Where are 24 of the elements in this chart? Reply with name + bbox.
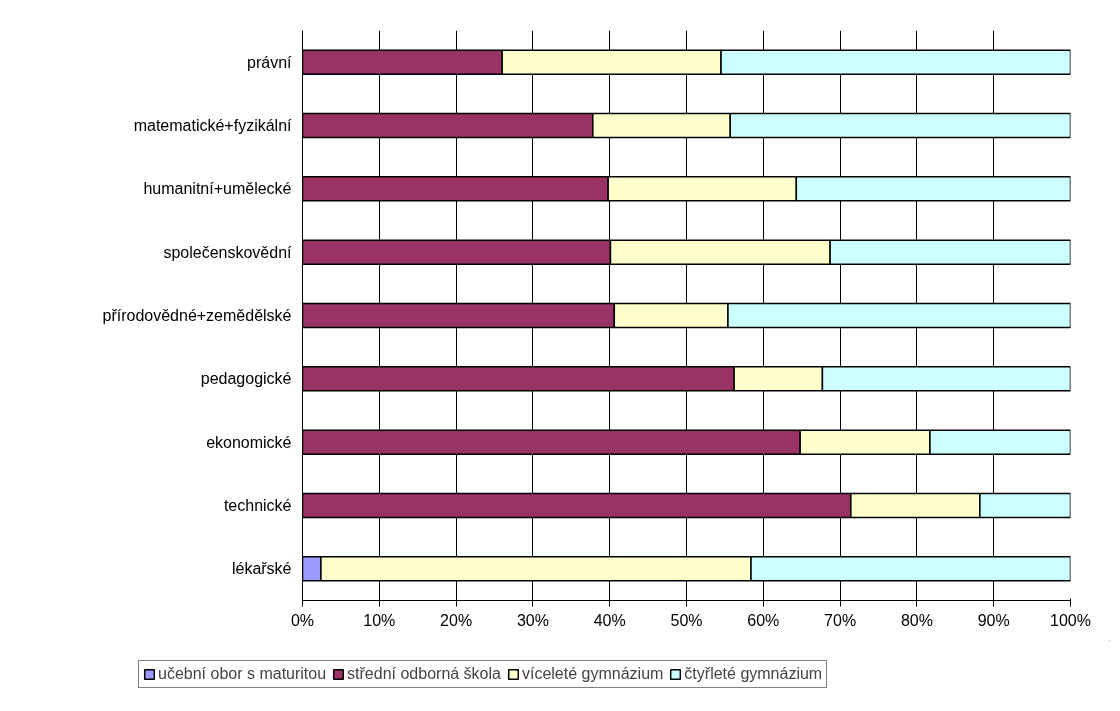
x-tick-label: 40% <box>593 611 626 629</box>
x-tick-label: 20% <box>440 611 473 629</box>
x-tick-label: 0% <box>290 611 315 629</box>
y-tick-label: přírodovědné+zemědělské <box>102 307 292 324</box>
x-tick-label: 10% <box>363 611 396 629</box>
y-tick-label: technické <box>223 497 292 514</box>
y-tick-label: ekonomické <box>206 433 292 451</box>
y-tick-label: pedagogické <box>200 370 292 388</box>
y-tick-label: právní <box>247 53 293 71</box>
x-tick-label: 80% <box>900 611 933 629</box>
y-tick-label: humanitní+umělecké <box>143 180 292 198</box>
x-tick-label: 50% <box>670 611 703 629</box>
legend-label: čtyřleté gymnázium <box>684 665 823 683</box>
x-tick-label: 60% <box>747 611 780 629</box>
y-tick-label: společenskovědní <box>163 243 293 261</box>
x-tick-label: 100% <box>1050 611 1091 629</box>
y-tick-label: matematické+fyzikální <box>133 117 293 134</box>
x-tick-label: 70% <box>824 611 857 629</box>
x-tick-label: 30% <box>516 611 549 629</box>
x-tick-label: 90% <box>977 611 1010 629</box>
legend-label: učební obor s maturitou <box>158 665 327 683</box>
legend-label: víceleté gymnázium <box>521 665 664 683</box>
legend-label: střední odborná škola <box>347 665 501 683</box>
y-tick-label: lékařské <box>231 560 292 578</box>
